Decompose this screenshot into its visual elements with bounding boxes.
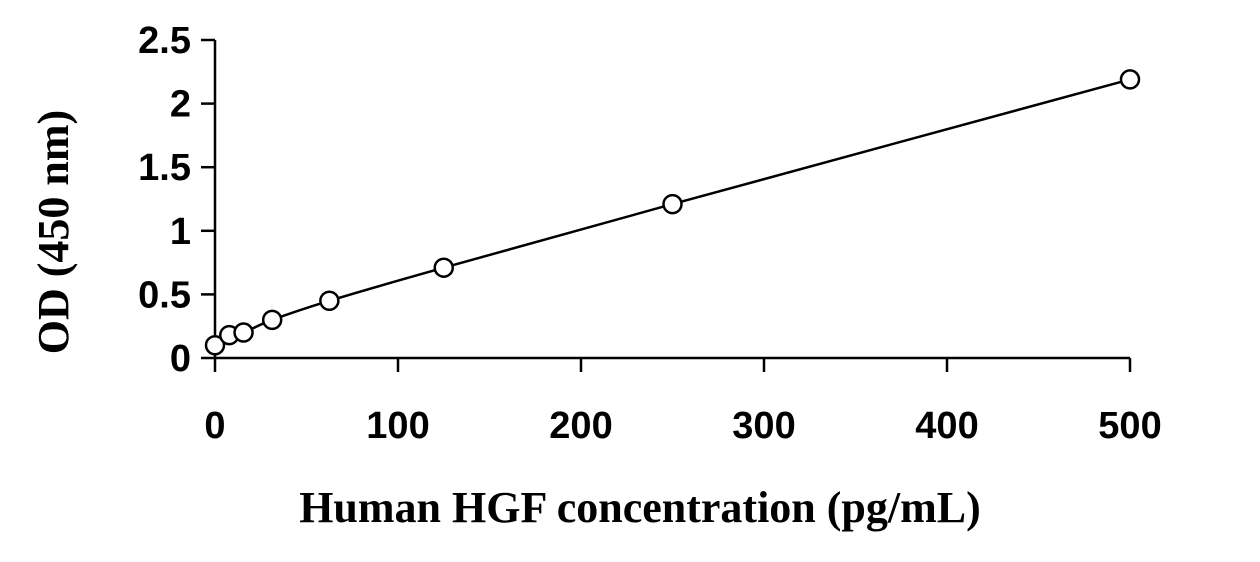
- y-ticks: 0 0.5 1 1.5 2 2.5: [138, 20, 215, 380]
- x-axis-title: Human HGF concentration (pg/mL): [299, 483, 981, 532]
- data-point: [261, 309, 283, 331]
- y-tick-label: 1: [170, 211, 191, 253]
- y-tick-label: 1.5: [138, 147, 191, 189]
- x-tick-label: 400: [915, 405, 978, 447]
- y-tick-label: 2.5: [138, 20, 191, 62]
- data-point: [204, 335, 226, 356]
- data-point: [433, 257, 454, 278]
- x-tick-label: 100: [366, 405, 429, 447]
- y-tick-label: 0: [170, 338, 191, 380]
- data-point: [1119, 69, 1141, 90]
- x-tick-label: 300: [732, 405, 795, 447]
- x-tick-label: 0: [204, 405, 225, 447]
- x-ticks: 0 100 200 300 400 500: [204, 358, 1162, 447]
- y-tick-label: 0.5: [138, 274, 191, 316]
- x-tick-label: 500: [1098, 405, 1161, 447]
- y-tick-label: 2: [170, 84, 191, 126]
- y-axis-title: OD (450 nm): [29, 110, 78, 354]
- data-point: [662, 193, 683, 215]
- marker-group: [204, 69, 1141, 356]
- data-point: [233, 322, 254, 343]
- data-point: [319, 290, 340, 312]
- x-tick-label: 200: [549, 405, 612, 447]
